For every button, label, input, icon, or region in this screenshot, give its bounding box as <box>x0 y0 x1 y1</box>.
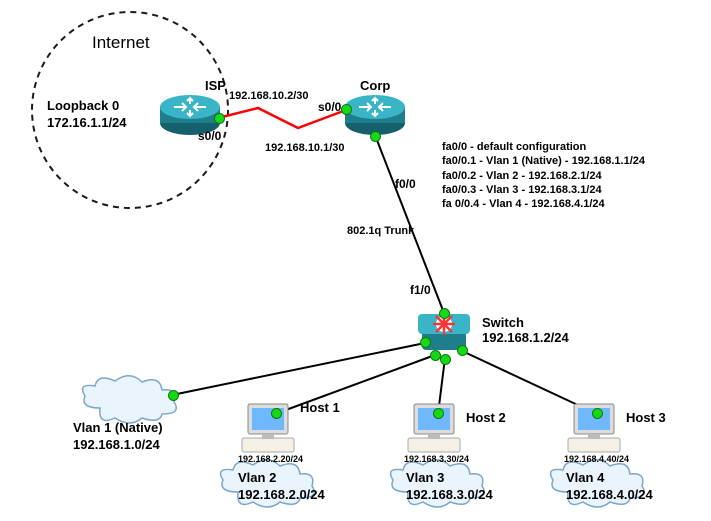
port-dot <box>214 113 225 124</box>
vlan3-label: Vlan 3 192.168.3.0/24 <box>406 470 493 504</box>
host2-addr-label: 192.168.3.30/24 <box>404 454 469 466</box>
link-switch-host1 <box>275 355 435 414</box>
cloud-vlan1 <box>83 376 177 423</box>
corp-if-label: s0/0 <box>318 100 341 116</box>
port-dot <box>457 345 468 356</box>
port-dot <box>420 337 431 348</box>
isp-if-label: s0/0 <box>198 129 221 145</box>
corp-f00-label: f0/0 <box>395 177 416 193</box>
corp-ip-label: 192.168.10.1/30 <box>265 141 345 155</box>
fa-config-label: fa0/0 - default configuration fa0/0.1 - … <box>442 140 645 211</box>
trunk-label: 802.1q Trunk <box>347 224 414 238</box>
port-dot <box>440 354 451 365</box>
host3-addr-label: 192.168.4.40/24 <box>564 454 629 466</box>
switch-if-label: f1/0 <box>410 283 431 299</box>
port-dot <box>271 408 282 419</box>
port-dot <box>168 390 179 401</box>
loopback-label: Loopback 0 172.16.1.1/24 <box>47 98 127 132</box>
port-dot <box>433 408 444 419</box>
switch-addr-label: 192.168.1.2/24 <box>482 330 569 347</box>
host2-label: Host 2 <box>466 410 506 427</box>
internet-title: Internet <box>92 32 150 54</box>
host1-label: Host 1 <box>300 400 340 417</box>
router-corp-icon <box>345 95 405 135</box>
vlan4-label: Vlan 4 192.168.4.0/24 <box>566 470 653 504</box>
host3-label: Host 3 <box>626 410 666 427</box>
port-dot <box>439 308 450 319</box>
vlan1-label: Vlan 1 (Native) 192.168.1.0/24 <box>73 420 163 454</box>
port-dot <box>592 408 603 419</box>
port-dot <box>370 131 381 142</box>
vlan2-label: Vlan 2 192.168.2.0/24 <box>238 470 325 504</box>
corp-label: Corp <box>360 78 390 95</box>
link-switch-vlan1 <box>172 343 425 395</box>
host1-icon <box>242 404 294 452</box>
host1-addr-label: 192.168.2.20/24 <box>238 454 303 466</box>
isp-label: ISP <box>205 78 226 95</box>
isp-ip-label: 192.168.10.2/30 <box>229 89 309 103</box>
port-dot <box>341 104 352 115</box>
